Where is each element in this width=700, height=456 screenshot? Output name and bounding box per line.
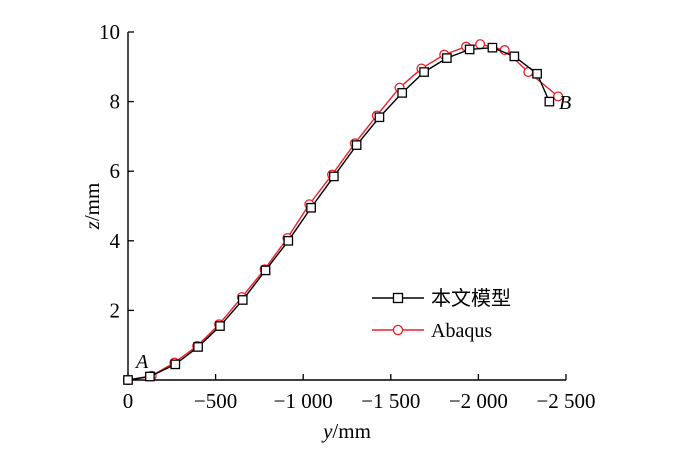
series-layer xyxy=(122,39,564,386)
data-point-square xyxy=(419,67,429,77)
x-tick-label: −2 500 xyxy=(536,389,595,413)
legend-label-model: 本文模型 xyxy=(431,286,511,310)
y-axis-label: z/mm xyxy=(80,183,104,231)
data-point-square xyxy=(442,53,452,63)
data-point-circle xyxy=(475,39,486,50)
series-abaqus xyxy=(122,39,564,386)
y-tick-label: 4 xyxy=(110,229,121,253)
data-point-square xyxy=(145,371,155,382)
data-point-square xyxy=(509,51,520,62)
y-ticks: 2 4 6 8 10 xyxy=(99,20,134,322)
y-tick-label: 10 xyxy=(99,20,120,44)
data-point-square xyxy=(260,265,271,276)
legend: 本文模型 Abaqus xyxy=(372,286,511,342)
x-tick-label: 0 xyxy=(123,389,134,413)
y-tick-label: 6 xyxy=(110,159,121,183)
data-point-square xyxy=(487,42,498,53)
x-axis-label: y/mm xyxy=(321,419,371,443)
y-axis-label-unit: /mm xyxy=(80,183,104,222)
y-axis-label-var: z xyxy=(80,221,104,230)
point-label-b: B xyxy=(559,92,571,114)
data-point-square xyxy=(237,295,248,305)
data-point-square xyxy=(532,68,542,79)
y-tick-label: 8 xyxy=(110,90,121,114)
legend-entry-abaqus: Abaqus xyxy=(372,320,492,342)
data-point-square xyxy=(215,321,225,331)
data-point-square xyxy=(170,359,181,370)
axes xyxy=(127,32,566,381)
data-point-square xyxy=(351,140,362,150)
data-point-square xyxy=(544,96,555,107)
data-point-square xyxy=(397,88,408,98)
data-point-square xyxy=(283,235,294,246)
y-tick-label: 2 xyxy=(110,298,121,322)
x-ticks: 0 −500 −1 000 −1 500 −2 000 −2 500 xyxy=(123,374,596,413)
legend-entry-model: 本文模型 xyxy=(372,286,511,310)
data-point-square xyxy=(374,112,385,123)
series-line xyxy=(127,43,559,381)
x-tick-label: −500 xyxy=(194,389,237,413)
x-tick-label: −2 000 xyxy=(449,389,508,413)
legend-label-abaqus: Abaqus xyxy=(431,320,492,342)
data-point-square xyxy=(193,342,203,352)
legend-marker-square xyxy=(392,292,404,304)
data-point-square xyxy=(329,171,339,182)
data-point-square xyxy=(464,44,475,55)
series-model xyxy=(123,42,555,385)
x-axis-label-unit: /mm xyxy=(332,419,371,443)
legend-marker-circle xyxy=(392,324,404,336)
x-tick-label: −1 000 xyxy=(274,389,333,413)
data-point-square xyxy=(306,202,316,213)
x-axis-label-var: y xyxy=(321,419,333,443)
x-tick-label: −1 500 xyxy=(361,389,420,413)
data-point-square xyxy=(123,375,133,385)
point-label-a: A xyxy=(134,351,149,373)
data-point-circle xyxy=(553,91,564,102)
